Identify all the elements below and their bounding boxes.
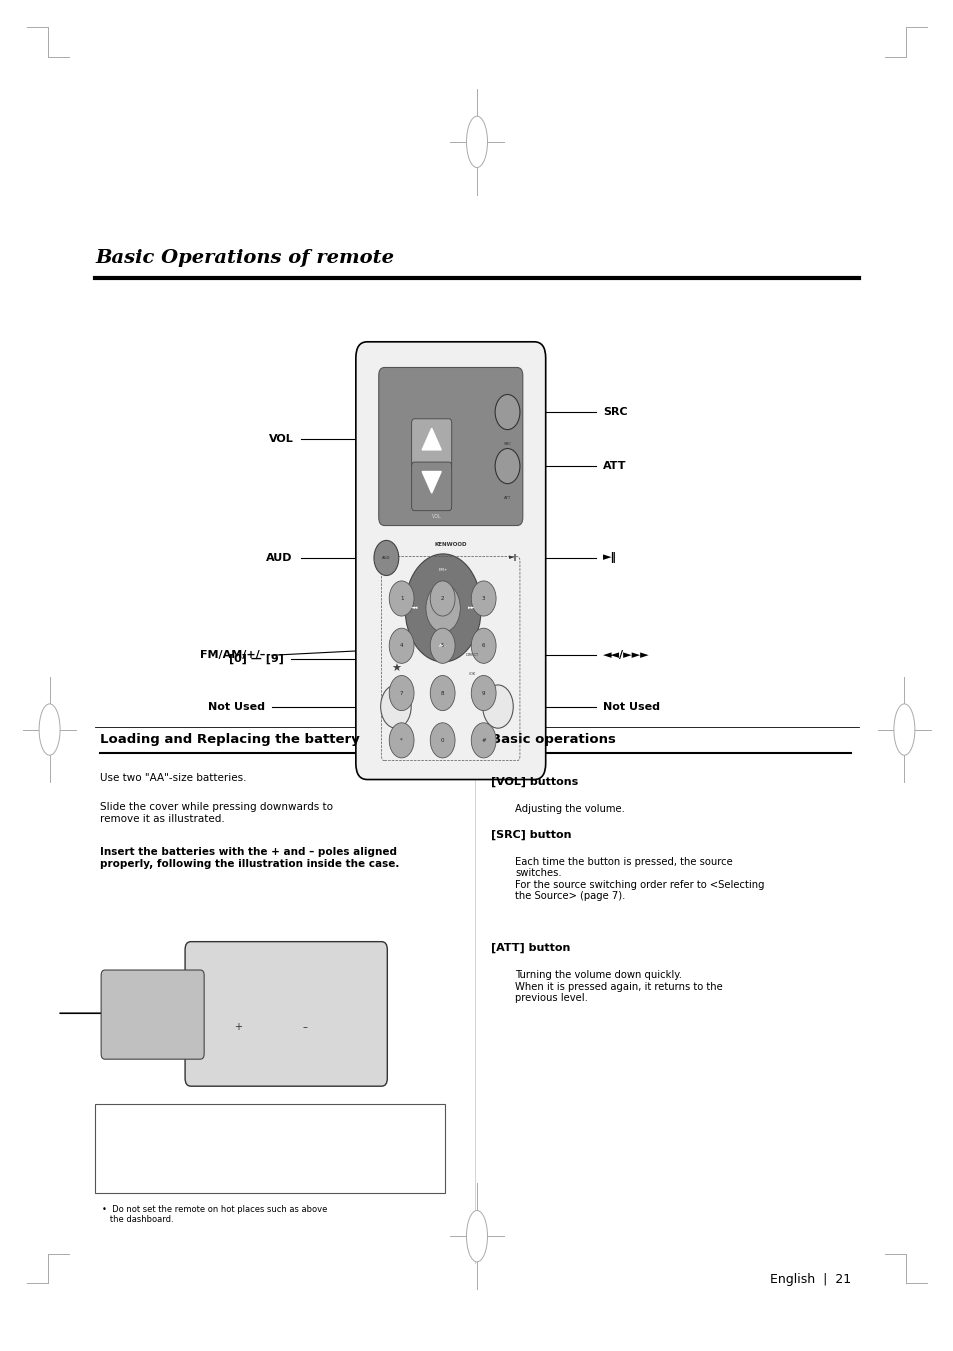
Text: *: * <box>400 738 402 743</box>
FancyBboxPatch shape <box>412 462 452 511</box>
Text: AM–: AM– <box>438 644 447 647</box>
Text: ⚠WARNING: ⚠WARNING <box>105 1113 162 1123</box>
Text: AUD: AUD <box>382 557 390 559</box>
Text: 6: 6 <box>481 643 485 648</box>
Text: Basic Operations of remote: Basic Operations of remote <box>95 250 394 267</box>
Circle shape <box>430 676 455 711</box>
FancyBboxPatch shape <box>101 970 204 1059</box>
Circle shape <box>374 540 398 576</box>
Text: •  Do not set the remote on hot places such as above
   the dashboard.: • Do not set the remote on hot places su… <box>102 1205 327 1224</box>
Circle shape <box>389 628 414 663</box>
Text: 3: 3 <box>481 596 485 601</box>
Polygon shape <box>421 471 440 493</box>
Circle shape <box>389 723 414 758</box>
Circle shape <box>482 685 513 728</box>
Text: ⚠: ⚠ <box>102 1167 115 1183</box>
FancyBboxPatch shape <box>378 367 522 526</box>
Text: Insert the batteries with the + and – poles aligned
properly, following the illu: Insert the batteries with the + and – po… <box>100 847 399 869</box>
Text: 7: 7 <box>399 690 403 696</box>
Text: AUD: AUD <box>266 553 293 563</box>
Text: Use two "AA"-size batteries.: Use two "AA"-size batteries. <box>100 773 247 782</box>
Circle shape <box>426 584 459 632</box>
Ellipse shape <box>466 1210 487 1262</box>
Text: [SRC] button: [SRC] button <box>491 830 571 840</box>
Text: [ATT] button: [ATT] button <box>491 943 570 954</box>
Text: #: # <box>481 738 485 743</box>
Circle shape <box>430 581 455 616</box>
Text: English  |  21: English | 21 <box>769 1273 850 1286</box>
Ellipse shape <box>39 704 60 755</box>
Circle shape <box>430 723 455 758</box>
Text: [VOL] buttons: [VOL] buttons <box>491 777 578 788</box>
Text: 4: 4 <box>399 643 403 648</box>
Text: ATT: ATT <box>503 496 511 500</box>
Text: VOL: VOL <box>269 434 294 444</box>
Text: ►‖: ►‖ <box>602 553 617 563</box>
Circle shape <box>495 449 519 484</box>
Polygon shape <box>421 428 440 450</box>
FancyBboxPatch shape <box>95 1104 444 1193</box>
Text: KENWOOD: KENWOOD <box>434 542 467 547</box>
Text: ◄◄: ◄◄ <box>411 605 417 611</box>
Text: Not Used: Not Used <box>602 701 659 712</box>
Text: Adjusting the volume.: Adjusting the volume. <box>515 804 624 813</box>
Text: Loading and Replacing the battery: Loading and Replacing the battery <box>100 732 359 746</box>
Circle shape <box>471 723 496 758</box>
Circle shape <box>471 581 496 616</box>
Text: /OK: /OK <box>468 673 475 676</box>
Text: ►►: ►► <box>468 605 475 611</box>
Text: 0: 0 <box>440 738 444 743</box>
Text: ★: ★ <box>391 663 400 674</box>
Text: [0] — [9]: [0] — [9] <box>229 654 284 663</box>
Text: Not Used: Not Used <box>208 701 265 712</box>
Circle shape <box>430 628 455 663</box>
Text: Turning the volume down quickly.
When it is pressed again, it returns to the
pre: Turning the volume down quickly. When it… <box>515 970 722 1004</box>
Ellipse shape <box>893 704 914 755</box>
Text: Each time the button is pressed, the source
switches.
For the source switching o: Each time the button is pressed, the sou… <box>515 857 764 901</box>
Text: •  Store unused batteries out of the reach of children.
   Contact a doctor imme: • Store unused batteries out of the reac… <box>102 1132 329 1162</box>
Text: –: – <box>302 1021 308 1032</box>
FancyBboxPatch shape <box>355 342 545 780</box>
Text: 9: 9 <box>481 690 485 696</box>
Circle shape <box>471 628 496 663</box>
Text: ◄◄/►►►: ◄◄/►►► <box>602 650 649 661</box>
Text: ATT: ATT <box>602 461 626 471</box>
Text: Slide the cover while pressing downwards to
remove it as illustrated.: Slide the cover while pressing downwards… <box>100 802 333 824</box>
Text: 8: 8 <box>440 690 444 696</box>
FancyBboxPatch shape <box>412 419 452 467</box>
FancyBboxPatch shape <box>185 942 387 1086</box>
Text: VOL: VOL <box>431 513 441 519</box>
Text: 5: 5 <box>440 643 444 648</box>
Ellipse shape <box>466 116 487 168</box>
Text: FM+: FM+ <box>438 569 447 571</box>
Text: 2: 2 <box>440 596 444 601</box>
Text: SRC: SRC <box>503 442 511 446</box>
Circle shape <box>404 554 481 662</box>
Text: Basic operations: Basic operations <box>491 732 616 746</box>
Circle shape <box>495 394 519 430</box>
Circle shape <box>380 685 411 728</box>
Circle shape <box>389 676 414 711</box>
Text: DIRECT: DIRECT <box>465 654 477 657</box>
Circle shape <box>389 581 414 616</box>
Text: FM/AM/+/–: FM/AM/+/– <box>199 650 265 661</box>
Text: 1: 1 <box>399 596 403 601</box>
Text: +: + <box>234 1021 242 1032</box>
Text: SRC: SRC <box>602 407 627 417</box>
Text: ►‖: ►‖ <box>508 554 517 562</box>
Circle shape <box>471 676 496 711</box>
